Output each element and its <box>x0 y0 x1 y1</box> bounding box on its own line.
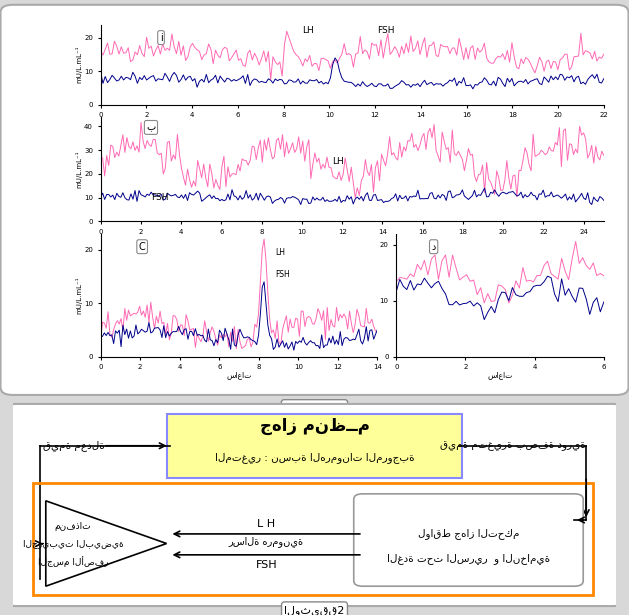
Text: رسالة هرمونية: رسالة هرمونية <box>228 536 304 547</box>
Text: منفذات: منفذات <box>55 523 91 531</box>
Text: FSH: FSH <box>275 270 290 279</box>
X-axis label: ساعات: ساعات <box>340 118 365 127</box>
FancyBboxPatch shape <box>1 5 628 395</box>
Text: L H: L H <box>257 518 276 529</box>
Text: الجسم الأصفر: الجسم الأصفر <box>38 557 108 567</box>
Text: المتغير : نسبة الهرمونات المروجبة: المتغير : نسبة الهرمونات المروجبة <box>214 452 415 462</box>
Text: الوثيقق2: الوثيقق2 <box>284 605 345 615</box>
Text: قيمة متغيرة بصفة دورية: قيمة متغيرة بصفة دورية <box>440 441 586 451</box>
Text: LH: LH <box>332 157 344 166</box>
Text: i: i <box>160 33 162 42</box>
Text: الغدة تحت السرير  و النخامية: الغدة تحت السرير و النخامية <box>387 553 550 564</box>
Text: الجريبيت البيضية: الجريبيت البيضية <box>23 539 123 548</box>
Text: FSH: FSH <box>151 194 169 202</box>
Text: جهاز منظــم: جهاز منظــم <box>260 417 369 435</box>
Text: لواقط جهاز التحكم: لواقط جهاز التحكم <box>418 528 519 539</box>
FancyBboxPatch shape <box>167 414 462 478</box>
Text: د: د <box>431 242 436 252</box>
Polygon shape <box>46 501 167 586</box>
X-axis label: ساعات: ساعات <box>340 235 365 244</box>
Text: الوثيقة 1: الوثيقة 1 <box>284 402 345 413</box>
Text: LH: LH <box>275 248 285 256</box>
Text: FSH: FSH <box>377 26 395 34</box>
X-axis label: ساعات: ساعات <box>487 370 513 379</box>
Y-axis label: mU/L.mL⁻¹: mU/L.mL⁻¹ <box>75 151 82 188</box>
FancyBboxPatch shape <box>9 404 620 606</box>
Y-axis label: mU/L.mL⁻¹: mU/L.mL⁻¹ <box>75 46 82 83</box>
Text: FSH: FSH <box>255 560 277 570</box>
Text: C: C <box>139 242 145 252</box>
Text: ب: ب <box>147 122 155 132</box>
Text: قيمة معدلة: قيمة معدلة <box>43 440 104 451</box>
X-axis label: ساعات: ساعات <box>226 370 252 379</box>
Text: LH: LH <box>302 26 314 34</box>
Y-axis label: mU/L.mL⁻¹: mU/L.mL⁻¹ <box>75 277 82 314</box>
FancyBboxPatch shape <box>353 494 583 586</box>
